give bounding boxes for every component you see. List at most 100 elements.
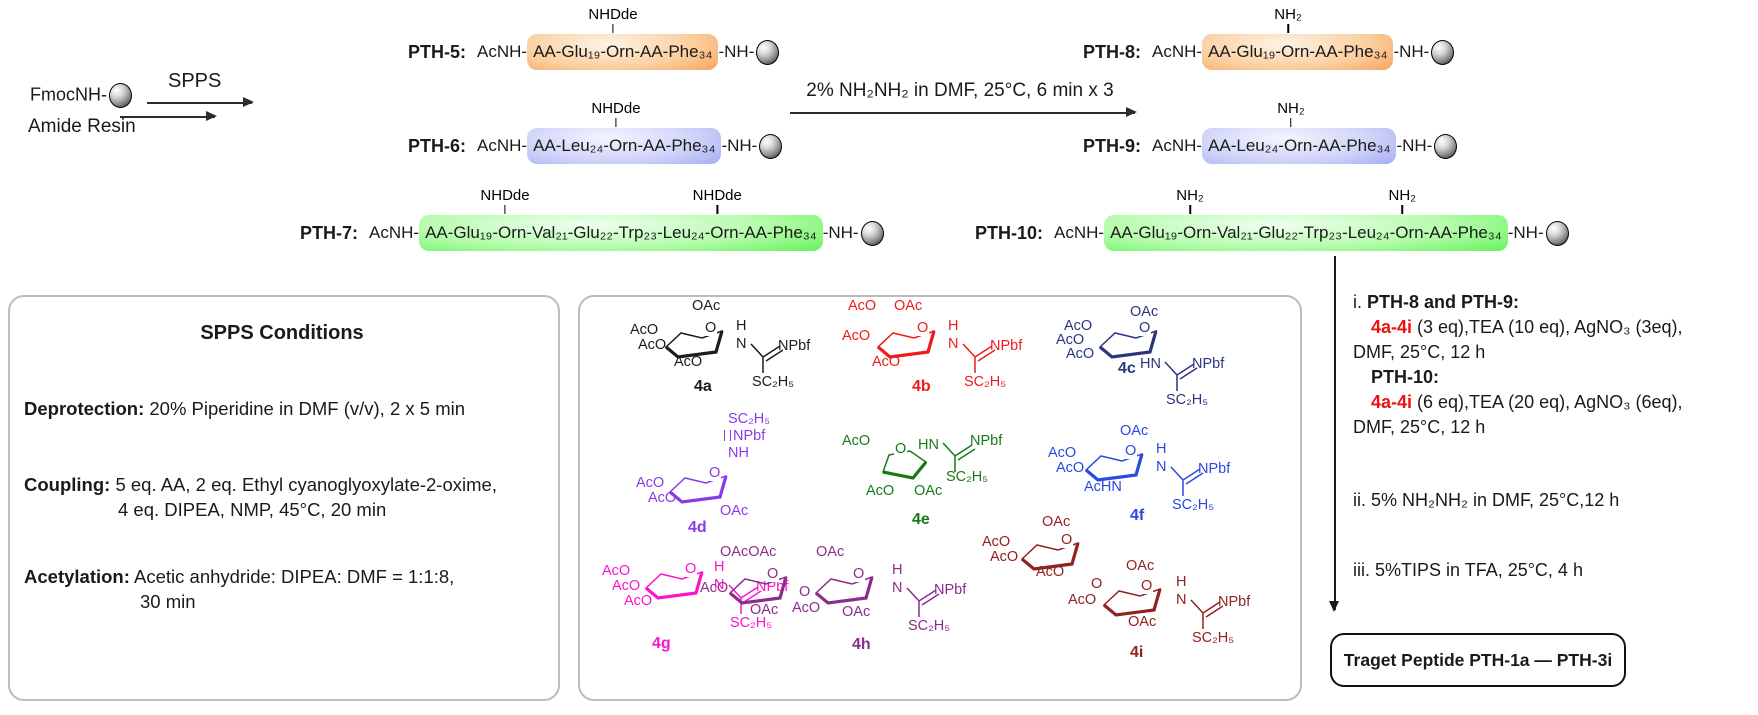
thioethyl-label: SC₂H₅ [1172, 497, 1215, 513]
amine-tag: NH₂ [1389, 188, 1416, 214]
ring-oxygen: O [708, 465, 722, 482]
peptide-id: PTH-8: [1083, 41, 1141, 62]
substituent-label: AcO [982, 534, 1011, 550]
condition-i-line6: DMF, 25°C, 12 h [1353, 417, 1486, 437]
isothiourea-branch [906, 587, 940, 617]
condition-i-line3: DMF, 25°C, 12 h [1353, 342, 1486, 362]
thioethyl-label: SC₂H₅ [730, 615, 773, 631]
pyranose-ring [664, 329, 724, 359]
sugar-id: 4i [1130, 644, 1144, 661]
peptide-suffix: -NH- [1393, 42, 1430, 61]
double-bond-icon [724, 430, 731, 441]
amine-hn: HN [1140, 356, 1161, 372]
amine-n: N [714, 577, 725, 593]
substituent-label: OAc [1130, 304, 1159, 320]
substituent-label: OAc [1120, 423, 1149, 439]
peptide-id: PTH-10: [975, 222, 1044, 243]
ring-oxygen: O [1060, 532, 1074, 549]
bond-tick [612, 24, 614, 33]
core-segment: -Val₂₁-Glu₂₂-Trp₂₃-Leu₂₄- [526, 223, 711, 242]
substituent-label: AcO [866, 483, 895, 499]
substituent-label: AcO [792, 600, 821, 616]
ring-oxygen: O [766, 566, 780, 583]
thioethyl-label: SC₂H₅ [1192, 630, 1235, 646]
start-material: FmocNH- [30, 83, 132, 108]
orn-residue: Orn NH₂ [1388, 187, 1424, 242]
spps-conditions-title: SPPS Conditions [200, 322, 364, 344]
substituent-label: AcO [842, 433, 871, 449]
pyranose-ring [1020, 541, 1080, 571]
amine-h: H [892, 562, 903, 578]
peptide-pth6: PTH-6: AcNH- AA-Leu₂₄-Orn NHDde -AA-Phe₃₄ -N… [408, 101, 783, 165]
orn-residue: Orn NH₂ [1274, 6, 1310, 61]
orn-residue: Orn NHDde [480, 187, 530, 242]
bond-tick [504, 205, 506, 214]
ring-oxygen: O [1138, 320, 1152, 337]
dde-tag: NHDde [693, 188, 742, 214]
substituent-label: AcO [842, 328, 871, 344]
dde-tag: NHDde [591, 101, 641, 127]
hydrazine-step-arrow [790, 107, 1137, 117]
bond-tick [1189, 205, 1191, 214]
target-peptide-label: Traget Peptide PTH-1a — PTH-3i [1343, 649, 1613, 670]
amine-hn: HN [918, 437, 939, 453]
bond-tick [1401, 205, 1404, 214]
amine-h: H [1176, 574, 1187, 590]
core-segment: -AA-Phe₃₄ [1312, 136, 1391, 155]
sugar-id: 4c [1118, 360, 1136, 377]
amine-h: H [714, 559, 725, 575]
thioethyl-label: SC₂H₅ [1166, 392, 1209, 408]
donor-range-label: 4a-4i [1371, 317, 1413, 337]
isothiourea-branch [962, 343, 996, 373]
resin-bead-icon [1434, 133, 1458, 159]
sugar-4g: AcO AcO AcO O H N NPbf SC₂H₅ 4g [602, 548, 812, 658]
sugar-4f: OAc AcO AcO O AcHN H N NPbf SC₂H₅ 4f [1046, 423, 1256, 534]
bond-tick [716, 205, 718, 214]
amine-tag: NH₂ [1274, 7, 1302, 33]
core-segment: -Val₂₁-Glu₂₂-Trp₂₃-Leu₂₄- [1211, 223, 1396, 242]
core-segment: -AA-Phe₃₄ [634, 42, 713, 61]
peptide-suffix: -NH- [721, 136, 758, 155]
deprotection-line: Deprotection: 20% Piperidine in DMF (v/v… [24, 398, 466, 419]
spps-conditions-panel [8, 295, 560, 701]
condition-i-line5: 4a-4i (6 eq),TEA (20 eq), AgNO₃ (6eq), [1371, 392, 1683, 412]
substituent-label: AcO [1036, 564, 1065, 580]
peptide-id: PTH-6: [408, 135, 466, 156]
isothiourea-branch [1170, 466, 1204, 496]
substituent-label: OAc [894, 298, 923, 314]
peptide-bar: AA-Leu₂₄-Orn NH₂ -AA-Phe₃₄ [1202, 100, 1397, 164]
condition-i-line4: PTH-10: [1371, 367, 1440, 387]
ring-oxygen: O [852, 566, 866, 583]
isothiourea-branch [750, 343, 784, 373]
sugar-id: 4a [694, 378, 712, 395]
substituent-label: OAc [1128, 614, 1157, 630]
substituent-label: AcO [630, 322, 659, 338]
substituent-label: OAc [692, 298, 721, 314]
substituent-label: AcO [648, 490, 677, 506]
bond-tick [615, 118, 617, 127]
glycosylation-arrow [1329, 256, 1339, 612]
bond-tick [1287, 24, 1289, 33]
peptide-prefix: AcNH- [1152, 42, 1203, 61]
orn-residue: Orn NH₂ [1277, 100, 1313, 155]
spps-arrow-top [147, 97, 254, 107]
amine-n: N [736, 336, 747, 352]
peptide-bar: AA-Glu₁₉-Orn NH₂ -Val₂₁-Glu₂₂-Trp₂₃-Leu₂₄-… [1104, 187, 1508, 251]
peptide-pth9: PTH-9: AcNH- AA-Leu₂₄-Orn NH₂ -AA-Phe₃₄ -NH- [1083, 100, 1458, 165]
sugar-id: 4e [912, 511, 930, 528]
dde-tag: NHDde [480, 188, 530, 214]
substituent-label: AcO [674, 354, 703, 370]
ring-oxygen: O [894, 441, 908, 458]
substituent-label: AcO [602, 563, 631, 579]
substituent-label: AcHN [1084, 479, 1122, 495]
sugar-4a: OAc AcO AcO O AcO H N NPbf SC₂H₅ 4a [628, 298, 838, 399]
resin-bead-icon [756, 39, 780, 65]
thioethyl-label: SC₂H₅ [728, 411, 771, 427]
target-peptide-box: Traget Peptide PTH-1a — PTH-3i [1330, 633, 1626, 687]
npbf-label: NPbf [1218, 594, 1251, 610]
sugar-id: 4d [688, 519, 707, 536]
core-segment: -AA-Phe₃₄ [738, 223, 817, 242]
sugar-4e: AcO O HN NPbf SC₂H₅ AcO OAc 4e [842, 430, 1042, 534]
npbf-label: NPbf [970, 433, 1003, 449]
